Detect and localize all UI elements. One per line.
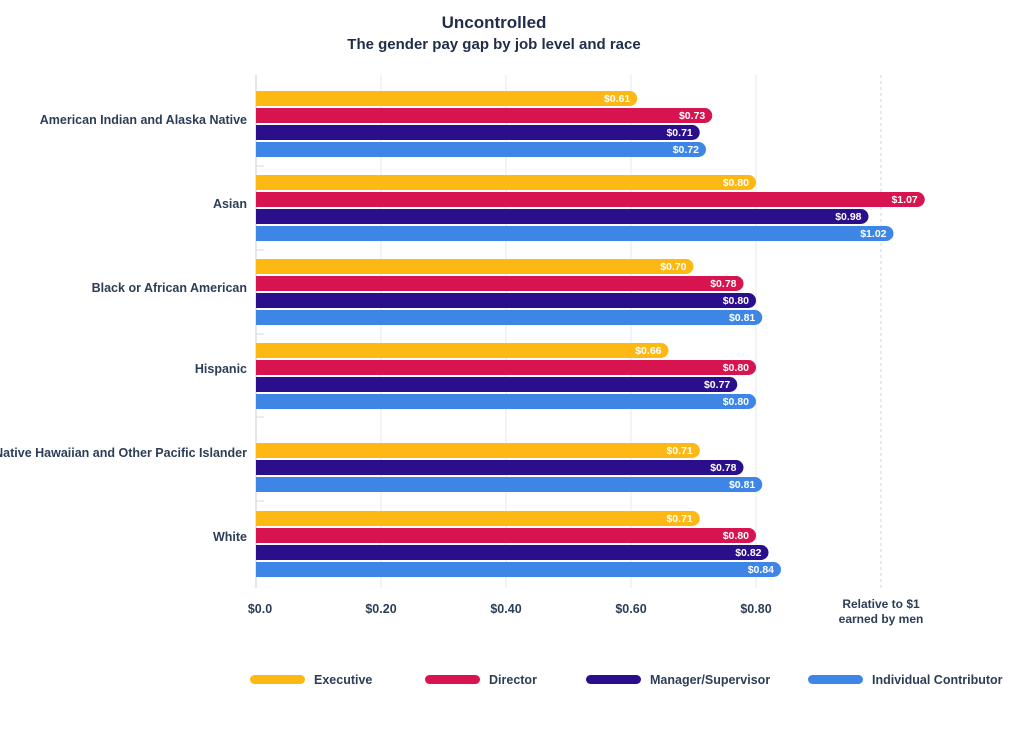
legend-label: Manager/Supervisor [650,673,770,687]
bar-executive [256,343,669,358]
bar-director [256,108,713,123]
x-tick-label: $0.80 [740,602,771,616]
bar-director [256,192,925,207]
category-labels: American Indian and Alaska Native Asian Bl… [0,113,247,544]
x-tick-label: $0.0 [248,602,272,616]
bar-individual-contributor [256,226,894,241]
category-label: Black or African American [92,281,247,295]
bar-executive [256,91,638,106]
bar-individual-contributor [256,394,756,409]
data-label: $1.07 [891,194,917,206]
data-label: $0.61 [604,93,630,105]
legend-label: Director [489,673,537,687]
bar-director [256,276,744,291]
bar-manager-supervisor [256,377,738,392]
category-label: American Indian and Alaska Native [40,113,247,127]
legend-swatch [586,675,641,684]
bar-executive [256,175,756,190]
category-label: Hispanic [195,362,247,376]
chart-title: Uncontrolled [442,13,547,32]
data-label: $0.81 [729,479,755,491]
category-label: Asian [213,197,247,211]
data-label: $0.77 [704,379,730,391]
bar-director [256,528,756,543]
data-label: $0.72 [673,144,699,156]
data-label: $1.02 [860,228,886,240]
bar-individual-contributor [256,142,707,157]
data-label: $0.98 [835,211,861,223]
legend-swatch [425,675,480,684]
data-label: $0.81 [729,312,755,324]
data-label: $0.71 [666,513,692,525]
x-axis: $0.0 $0.20 $0.40 $0.60 $0.80 Relative to $1ea… [248,597,924,626]
data-label: $0.78 [710,278,736,290]
category-label: White [213,530,247,544]
bar-manager-supervisor [256,293,756,308]
legend-label: Executive [314,673,372,687]
x-tick-label: $0.60 [615,602,646,616]
data-label: $0.66 [635,345,661,357]
bar-manager-supervisor [256,209,869,224]
data-label: $0.78 [710,462,736,474]
legend-swatch [250,675,305,684]
data-label: $0.80 [723,530,749,542]
bar-director [256,360,756,375]
bar-manager-supervisor [256,460,744,475]
data-label: $0.80 [723,177,749,189]
data-label: $0.80 [723,295,749,307]
data-label: $0.80 [723,362,749,374]
legend-label: Individual Contributor [872,673,1003,687]
x-axis-title: Relative to $1 [842,597,920,611]
bar-individual-contributor [256,310,763,325]
x-axis-title: earned by men [839,612,924,626]
bar-manager-supervisor [256,125,700,140]
chart-subtitle: The gender pay gap by job level and race [347,36,640,53]
data-label: $0.71 [666,445,692,457]
data-label: $0.80 [723,396,749,408]
x-tick-label: $0.40 [490,602,521,616]
data-label: $0.84 [748,564,774,576]
data-label: $0.71 [666,127,692,139]
data-label: $0.82 [735,547,761,559]
bar-executive [256,511,700,526]
bar-executive [256,443,700,458]
x-tick-label: $0.20 [365,602,396,616]
legend: Executive Director Manager/Supervisor Indiv… [250,673,1003,687]
bar-executive [256,259,694,274]
bar-manager-supervisor [256,545,769,560]
bar-individual-contributor [256,562,782,577]
bars: $0.61 $0.73 $0.71 $0.72 $0.80 $1.07 $0.98 $1.02… [256,91,925,577]
category-label: Native Hawaiian and Other Pacific Island… [0,446,247,460]
bar-individual-contributor [256,477,763,493]
data-label: $0.70 [660,261,686,273]
data-label: $0.73 [679,110,705,122]
legend-swatch [808,675,863,684]
gridlines [255,75,882,588]
